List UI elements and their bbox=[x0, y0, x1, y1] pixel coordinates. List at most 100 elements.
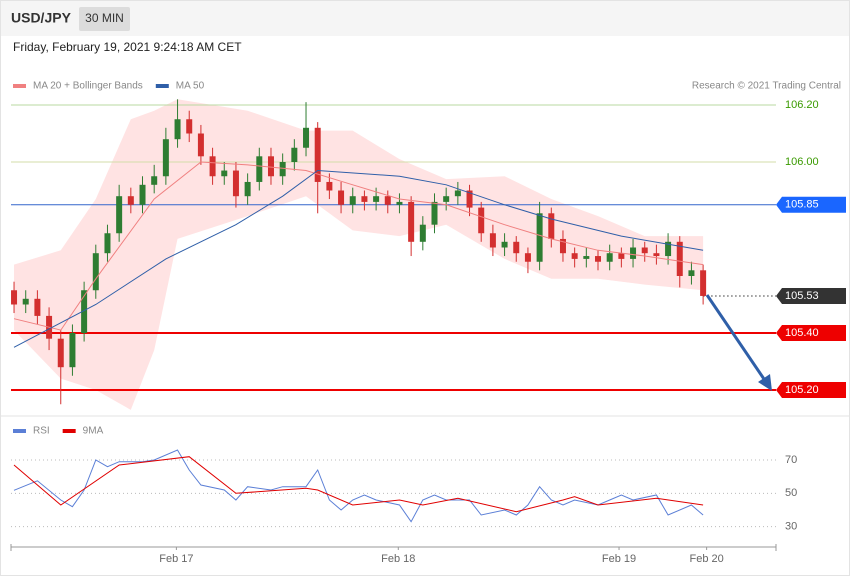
candle-body bbox=[595, 256, 602, 262]
series-line bbox=[13, 456, 704, 513]
price-panel: 106.20 106.00 105.85 105.53 105.40 105.20 MA 2… bbox=[11, 81, 846, 410]
y-tick-label: 30 bbox=[785, 521, 797, 533]
candle-body bbox=[139, 184, 146, 205]
candle-body bbox=[244, 181, 251, 197]
candle-body bbox=[501, 241, 508, 248]
candle-body bbox=[559, 238, 566, 254]
candle-body bbox=[197, 133, 204, 157]
candle-body bbox=[209, 156, 216, 177]
candle-body bbox=[466, 190, 473, 208]
candle-body bbox=[431, 201, 438, 225]
rsi-panel: 30 50 70 Feb 17 Feb 18 Feb 19 Feb 20 RSI 9MA bbox=[10, 426, 797, 565]
legend-label: MA 50 bbox=[176, 81, 205, 92]
interval-button[interactable] bbox=[79, 7, 130, 31]
price-tag bbox=[776, 382, 846, 398]
candle-body bbox=[127, 196, 134, 205]
candle-body bbox=[104, 233, 111, 254]
candle-body bbox=[571, 253, 578, 259]
candle-body bbox=[454, 190, 461, 197]
price-tag bbox=[776, 325, 846, 341]
candle-body bbox=[349, 196, 356, 205]
forecast-arrowhead bbox=[758, 374, 772, 391]
forecast-arrow bbox=[705, 294, 768, 383]
candle-body bbox=[221, 170, 228, 177]
y-tick-label: 70 bbox=[785, 454, 797, 466]
candle-body bbox=[548, 213, 555, 239]
candle-body bbox=[536, 213, 543, 262]
candle-body bbox=[653, 253, 660, 257]
legend-swatch bbox=[13, 84, 26, 88]
price-tag-label: 106.00 bbox=[785, 156, 819, 168]
candle-body bbox=[618, 253, 625, 259]
candle-body bbox=[151, 176, 158, 185]
y-tick-label: 50 bbox=[785, 487, 797, 499]
series-line bbox=[13, 169, 704, 348]
price-tag-label: 105.40 bbox=[785, 327, 819, 339]
candle-body bbox=[478, 207, 485, 234]
candle-body bbox=[396, 201, 403, 205]
candle-body bbox=[326, 181, 333, 191]
interval-label[interactable]: 30 MIN bbox=[85, 11, 124, 25]
candle-body bbox=[443, 196, 450, 202]
legend-swatch bbox=[155, 84, 169, 88]
candle-body bbox=[583, 256, 590, 259]
candle-body bbox=[11, 290, 18, 305]
symbol: USD/JPY bbox=[11, 10, 72, 26]
candle-body bbox=[303, 127, 310, 148]
x-tick-label: Feb 17 bbox=[159, 553, 193, 565]
candle-body bbox=[57, 338, 64, 368]
candle-body bbox=[606, 253, 613, 262]
top-bar bbox=[1, 1, 849, 36]
candle-body bbox=[256, 156, 263, 182]
candle-body bbox=[700, 270, 707, 296]
legend-swatch bbox=[13, 429, 26, 433]
price-tag-label: 105.53 bbox=[785, 290, 819, 302]
candle-body bbox=[92, 253, 99, 291]
candle-body bbox=[408, 201, 415, 242]
legend-label: RSI bbox=[33, 426, 50, 437]
candle-body bbox=[524, 253, 531, 262]
candle-body bbox=[314, 127, 321, 182]
candle-body bbox=[279, 162, 286, 177]
legend-swatch bbox=[62, 429, 76, 433]
candle-body bbox=[338, 190, 345, 205]
price-tag-label: 105.85 bbox=[785, 199, 819, 211]
candle-body bbox=[81, 290, 88, 333]
bollinger-band bbox=[14, 99, 704, 410]
credit: Research © 2021 Trading Central bbox=[692, 81, 841, 92]
candle-body bbox=[116, 196, 123, 234]
candle-body bbox=[34, 298, 41, 316]
candle-body bbox=[186, 119, 193, 134]
candle-body bbox=[513, 241, 520, 254]
price-tag bbox=[776, 287, 846, 304]
candle-body bbox=[174, 119, 181, 140]
x-tick-label: Feb 18 bbox=[381, 553, 415, 565]
candle-body bbox=[291, 147, 298, 162]
series-line bbox=[13, 161, 704, 331]
legend-label: MA 20 + Bollinger Bands bbox=[33, 81, 143, 92]
candle-body bbox=[688, 270, 695, 276]
candle-body bbox=[232, 170, 239, 197]
series-line bbox=[13, 449, 704, 523]
candle-body bbox=[22, 298, 29, 305]
candle-body bbox=[69, 333, 76, 368]
candle-body bbox=[162, 139, 169, 177]
price-tag-label: 105.20 bbox=[785, 384, 819, 396]
candle-body bbox=[489, 233, 496, 248]
candle-body bbox=[373, 196, 380, 202]
candle-body bbox=[384, 196, 391, 205]
candle-body bbox=[267, 156, 274, 177]
x-tick-label: Feb 19 bbox=[602, 553, 636, 565]
candle-body bbox=[665, 241, 672, 257]
candle-body bbox=[630, 247, 637, 259]
candle-body bbox=[361, 196, 368, 202]
candle-body bbox=[676, 241, 683, 276]
price-tag bbox=[776, 196, 846, 213]
x-tick-label: Feb 20 bbox=[689, 553, 723, 565]
candle-body bbox=[419, 224, 426, 242]
candle-body bbox=[641, 247, 648, 254]
price-tag-label: 106.20 bbox=[785, 99, 819, 111]
datetime: Friday, February 19, 2021 9:24:18 AM CET bbox=[13, 40, 242, 54]
legend-label: 9MA bbox=[83, 426, 104, 437]
